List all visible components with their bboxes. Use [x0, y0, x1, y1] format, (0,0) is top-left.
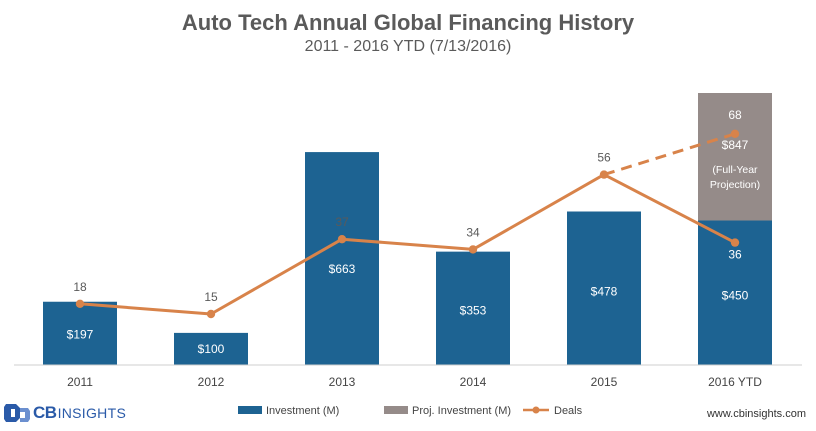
logo-insights-text: INSIGHTS — [57, 405, 127, 421]
deals-marker — [730, 238, 740, 247]
legend-label: Investment (M) — [266, 405, 339, 417]
deals-marker — [75, 299, 85, 308]
investment-data-label: $663 — [329, 262, 356, 276]
investment-bar — [436, 251, 510, 365]
deals-marker — [206, 309, 216, 319]
investment-bar — [305, 152, 379, 365]
deals-data-label: 18 — [73, 280, 87, 294]
legend-swatch — [238, 406, 262, 414]
x-tick-label: 2014 — [460, 375, 487, 389]
investment-data-label: $197 — [67, 328, 94, 342]
deals-data-label: 15 — [204, 290, 218, 304]
projection-note-label: (Full-Year — [712, 164, 758, 176]
cb-insights-logo: CB INSIGHTS — [4, 402, 126, 424]
projected-deals-label: 68 — [728, 108, 742, 122]
deals-marker — [468, 245, 478, 254]
projected-deals-marker — [730, 129, 740, 138]
deals-data-label: 34 — [466, 225, 480, 239]
chart-subtitle: 2011 - 2016 YTD (7/13/2016) — [304, 38, 512, 55]
deals-data-label: 56 — [597, 151, 611, 165]
legend-label: Deals — [554, 405, 583, 417]
x-tick-label: 2012 — [198, 375, 225, 389]
investment-bar — [43, 301, 117, 365]
investment-data-label: $100 — [198, 342, 225, 356]
logo-cb-text: CB — [33, 403, 57, 422]
website-url: www.cbinsights.com — [706, 408, 806, 420]
deals-marker — [337, 235, 347, 244]
x-tick-label: 2011 — [67, 375, 93, 389]
projection-data-label: $847 — [722, 138, 749, 152]
projection-note-label: Projection) — [710, 179, 760, 191]
legend-label: Proj. Investment (M) — [412, 405, 511, 417]
deals-data-label: 37 — [335, 215, 349, 229]
x-tick-label: 2013 — [329, 375, 356, 389]
deals-marker — [599, 170, 609, 179]
x-tick-label: 2015 — [591, 375, 618, 389]
legend-swatch — [384, 406, 408, 414]
deals-line — [79, 173, 736, 316]
cb-logo-icon — [4, 404, 30, 422]
projection-bar — [698, 93, 772, 221]
investment-bar — [174, 332, 248, 365]
investment-data-label: $478 — [591, 284, 618, 298]
chart-title: Auto Tech Annual Global Financing Histor… — [181, 10, 635, 35]
deals-data-label: 36 — [728, 248, 742, 262]
x-tick-label: 2016 YTD — [708, 375, 762, 389]
investment-data-label: $353 — [460, 304, 487, 318]
investment-data-label: $450 — [722, 289, 749, 303]
investment-bar — [567, 211, 641, 365]
legend-marker — [532, 406, 540, 414]
projected-deals-line — [603, 132, 736, 177]
